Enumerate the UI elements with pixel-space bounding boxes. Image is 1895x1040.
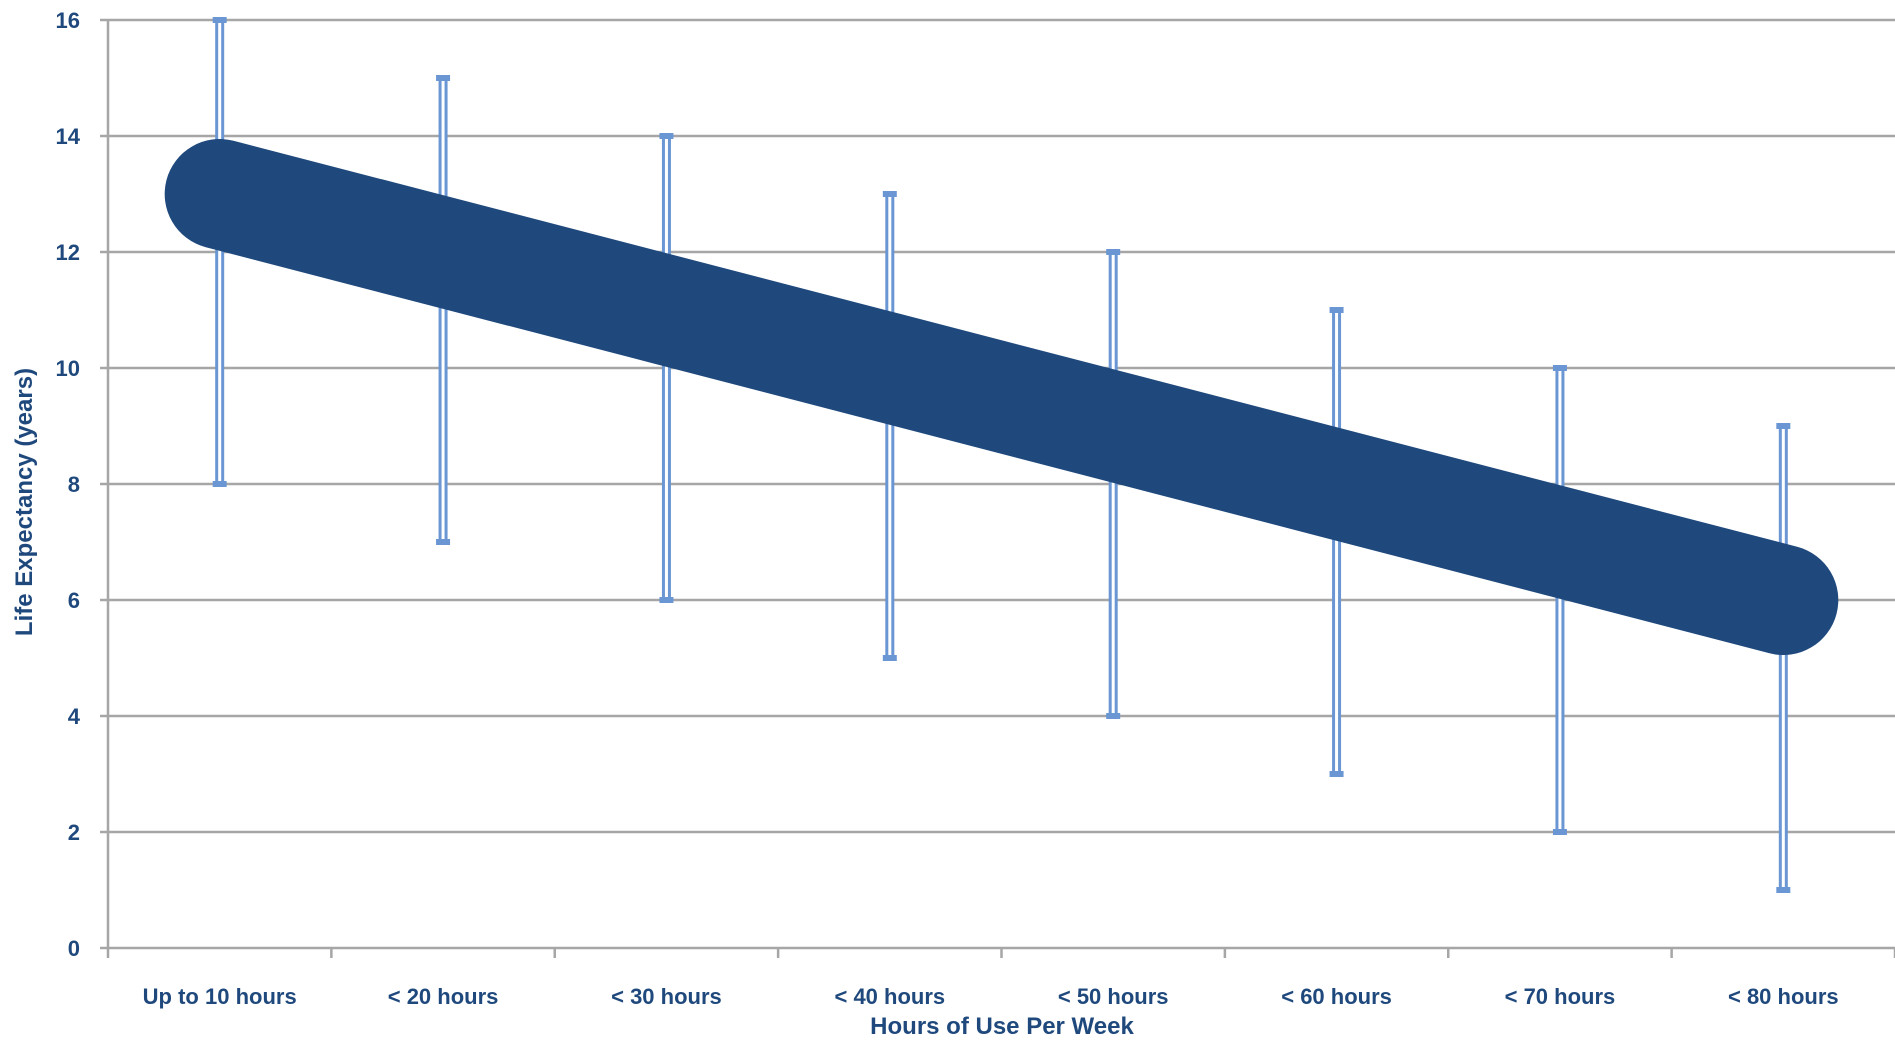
data-point (665, 309, 668, 311)
x-tick-label: < 60 hours (1281, 984, 1392, 1009)
x-tick-label: < 30 hours (611, 984, 722, 1009)
x-tick-label: Up to 10 hours (143, 984, 297, 1009)
x-tick-label: < 70 hours (1505, 984, 1616, 1009)
data-point (1335, 483, 1338, 485)
y-tick-label: 14 (56, 124, 81, 149)
y-tick-label: 2 (68, 820, 80, 845)
y-tick-label: 6 (68, 588, 80, 613)
data-point (1782, 599, 1785, 601)
error-bars (212, 17, 1791, 893)
y-tick-label: 16 (56, 8, 80, 33)
y-axis-title: Life Expectancy (years) (11, 368, 38, 636)
x-tick-label: < 20 hours (388, 984, 499, 1009)
axes (100, 18, 1895, 958)
y-tick-label: 10 (56, 356, 80, 381)
data-point (1112, 425, 1115, 427)
data-point (218, 193, 221, 195)
y-tick-label: 8 (68, 472, 80, 497)
y-tick-label: 0 (68, 936, 80, 961)
data-point (442, 251, 445, 253)
x-tick-label: < 50 hours (1058, 984, 1169, 1009)
y-tick-label: 12 (56, 240, 80, 265)
tick-labels: 0 2 4 6 8 10 12 14 16 Up to 10 hours < 20 hours < 3… (56, 8, 1839, 1009)
x-tick-label: < 40 hours (834, 984, 945, 1009)
x-axis-title: Hours of Use Per Week (870, 1013, 1134, 1040)
trend-line-series (164, 139, 1839, 655)
y-tick-label: 4 (68, 704, 81, 729)
trend-series (164, 139, 1839, 655)
x-tick-label: < 80 hours (1728, 984, 1839, 1009)
data-point (888, 367, 891, 369)
data-point (1558, 541, 1561, 543)
